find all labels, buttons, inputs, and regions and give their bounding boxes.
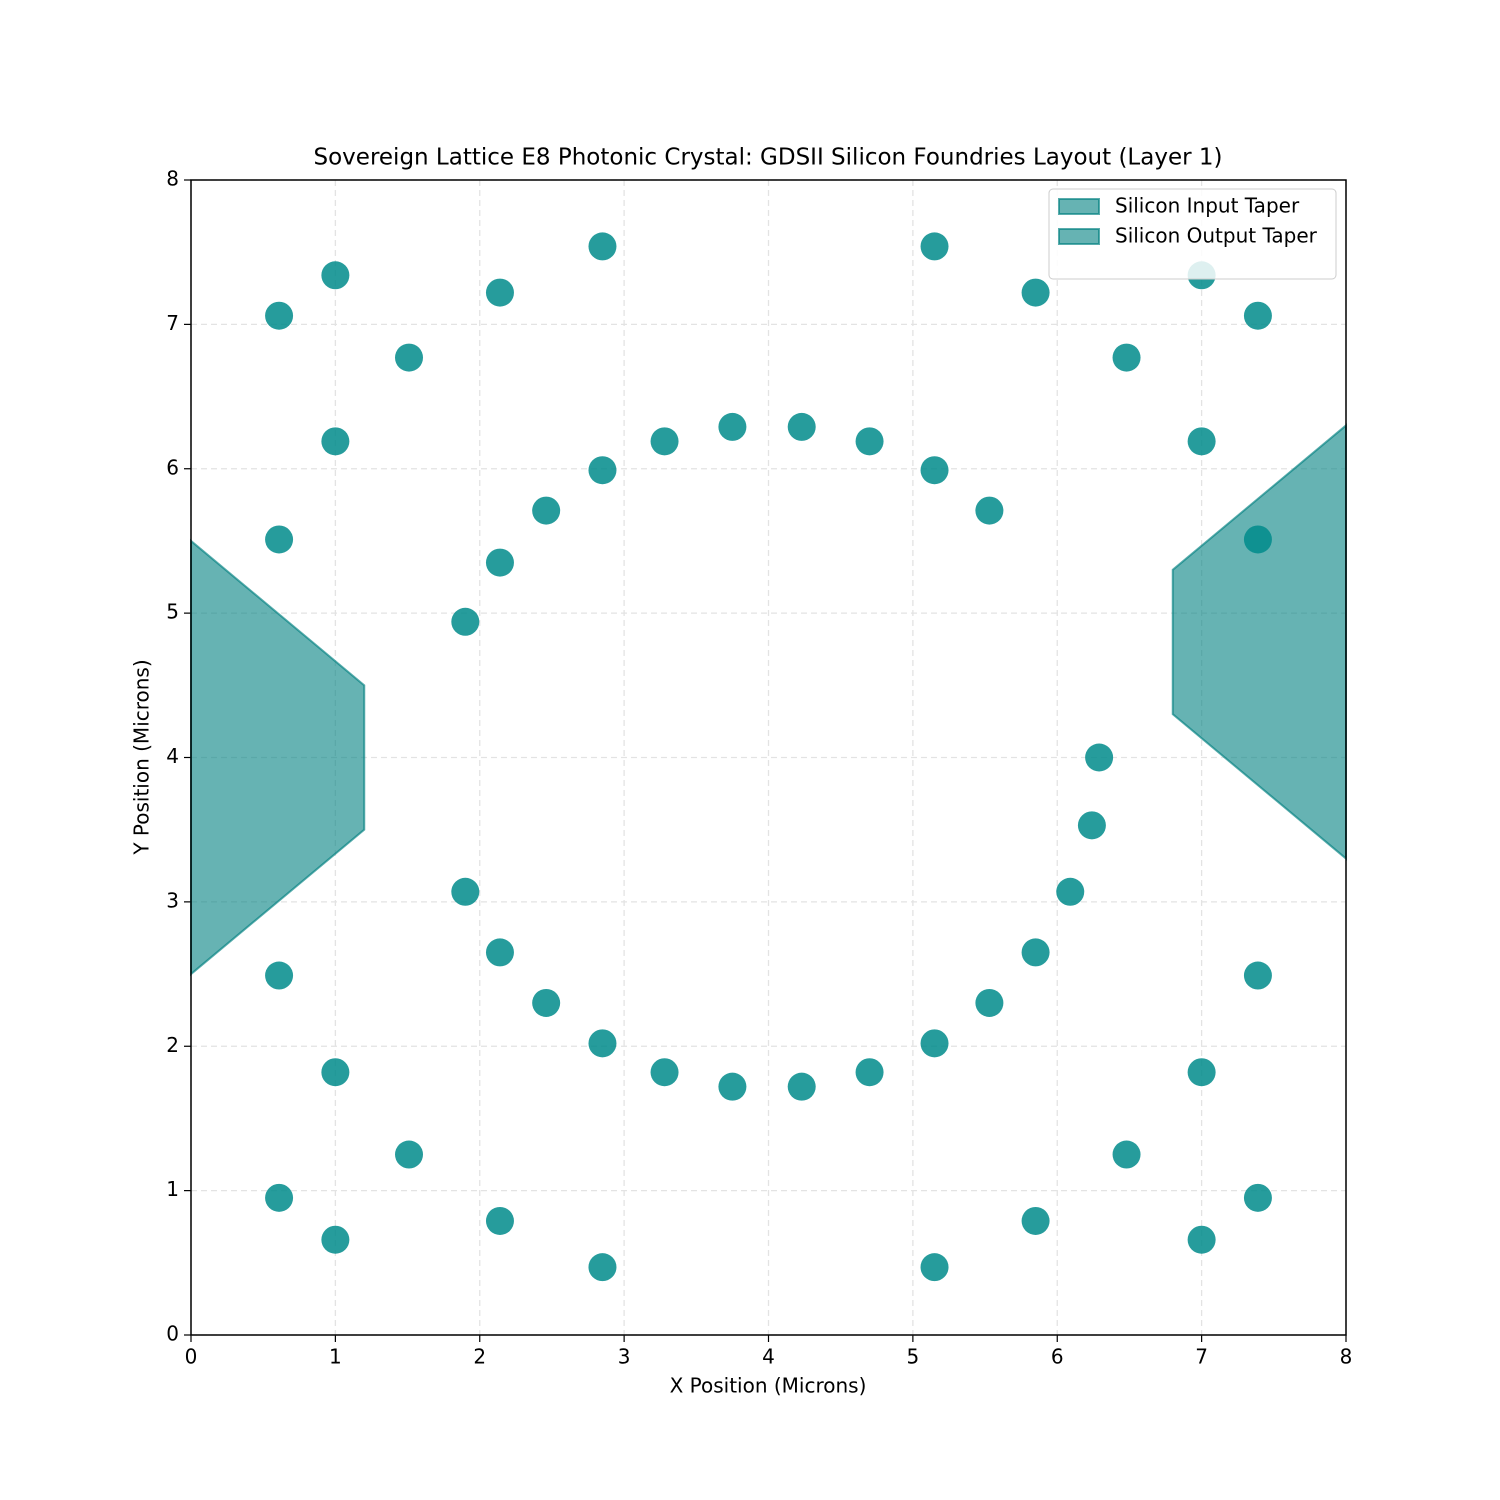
legend-label: Silicon Output Taper — [1115, 224, 1318, 248]
lattice-hole — [787, 1072, 816, 1101]
y-tick-label: 6 — [166, 455, 179, 479]
y-tick-label: 1 — [166, 1177, 179, 1201]
lattice-hole — [855, 427, 884, 456]
x-tick-label: 8 — [1340, 1345, 1353, 1369]
x-tick-label: 2 — [473, 1345, 486, 1369]
lattice-hole — [1243, 961, 1272, 990]
lattice-hole — [1077, 811, 1106, 840]
lattice-hole — [321, 261, 350, 290]
lattice-hole — [485, 548, 514, 577]
lattice-hole — [650, 1058, 679, 1087]
taper — [190, 538, 366, 977]
lattice-hole — [1187, 1225, 1216, 1254]
lattice-hole — [588, 1029, 617, 1058]
lattice-hole — [588, 232, 617, 261]
lattice-hole — [588, 1253, 617, 1282]
lattice-hole — [532, 988, 561, 1017]
lattice-hole — [485, 1206, 514, 1235]
lattice-hole — [265, 525, 294, 554]
y-tick-label: 5 — [166, 600, 179, 624]
lattice-hole — [395, 1140, 424, 1169]
y-tick-label: 4 — [166, 744, 179, 768]
lattice-hole — [1243, 525, 1272, 554]
plot-frame — [190, 179, 1347, 1336]
y-tick-label: 3 — [166, 888, 179, 912]
lattice-hole — [265, 301, 294, 330]
lattice-hole — [855, 1058, 884, 1087]
lattice-hole — [321, 1058, 350, 1087]
lattice-hole — [650, 427, 679, 456]
lattice-hole — [1243, 301, 1272, 330]
lattice-hole — [920, 1029, 949, 1058]
lattice-hole — [451, 877, 480, 906]
y-tick-label: 7 — [166, 311, 179, 335]
y-tick-label: 8 — [166, 167, 179, 191]
lattice-hole — [1187, 1058, 1216, 1087]
lattice-hole — [1112, 343, 1141, 372]
lattice-hole — [1243, 1183, 1272, 1212]
y-tick-label: 0 — [166, 1322, 179, 1346]
lattice-hole — [532, 496, 561, 525]
lattice-hole — [920, 456, 949, 485]
lattice-hole — [1021, 1206, 1050, 1235]
lattice-hole — [451, 607, 480, 636]
lattice-hole — [1021, 938, 1050, 967]
x-axis-label: X Position (Microns) — [670, 1374, 867, 1398]
taper — [1171, 423, 1347, 861]
chart-title: Sovereign Lattice E8 Photonic Crystal: G… — [314, 145, 1223, 171]
x-tick-label: 7 — [1195, 1345, 1208, 1369]
legend-swatch — [1058, 228, 1100, 245]
lattice-hole — [1112, 1140, 1141, 1169]
lattice-hole — [718, 412, 747, 441]
lattice-hole — [321, 427, 350, 456]
y-tick-label: 2 — [166, 1033, 179, 1057]
y-axis-label: Y Position (Microns) — [130, 659, 154, 855]
x-tick-label: 5 — [907, 1345, 920, 1369]
lattice-hole — [265, 961, 294, 990]
lattice-hole — [975, 988, 1004, 1017]
x-tick-label: 3 — [618, 1345, 631, 1369]
lattice-hole — [1021, 278, 1050, 307]
x-tick-label: 6 — [1051, 1345, 1064, 1369]
lattice-hole — [1187, 427, 1216, 456]
legend-swatch — [1058, 198, 1100, 215]
lattice-hole — [718, 1072, 747, 1101]
lattice-hole — [485, 278, 514, 307]
lattice-hole — [1085, 743, 1114, 772]
legend: Silicon Input Taper Silicon Output Taper — [1048, 188, 1337, 280]
x-tick-label: 4 — [762, 1345, 775, 1369]
lattice-hole — [787, 412, 816, 441]
lattice-hole — [265, 1183, 294, 1212]
lattice-hole — [321, 1225, 350, 1254]
lattice-hole — [1056, 877, 1085, 906]
lattice-hole — [588, 456, 617, 485]
lattice-hole — [920, 1253, 949, 1282]
legend-label: Silicon Input Taper — [1115, 194, 1300, 218]
lattice-hole — [920, 232, 949, 261]
lattice-hole — [975, 496, 1004, 525]
x-tick-label: 0 — [185, 1345, 198, 1369]
lattice-hole — [485, 938, 514, 967]
lattice-hole — [395, 343, 424, 372]
x-tick-label: 1 — [329, 1345, 342, 1369]
legend-box — [1048, 188, 1337, 280]
